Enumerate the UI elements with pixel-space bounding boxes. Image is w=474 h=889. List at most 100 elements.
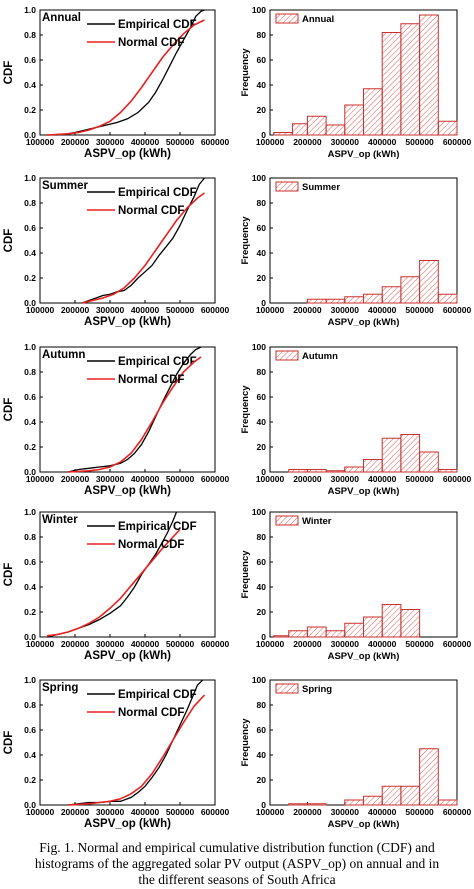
winter-hist-ytick-label: 20 — [257, 607, 267, 617]
annual-cdf-xlabel: ASPV_op (kWh) — [84, 148, 171, 160]
winter-hist-xtick-label: 600000 — [443, 639, 472, 649]
autumn-cdf-xtick-label: 300000 — [96, 474, 125, 484]
summer-cdf-ytick-label: 1.0 — [24, 173, 36, 183]
spring-hist-bar — [288, 803, 327, 806]
winter-hist-bar — [306, 626, 327, 638]
spring-hist-ytick-label: 40 — [257, 750, 267, 760]
winter-hist-xtick-label: 400000 — [368, 639, 397, 649]
autumn-cdf-ytick-label: 0.2 — [24, 442, 36, 452]
winter-cdf-title: Winter — [42, 514, 78, 526]
spring-cdf-xtick-label: 400000 — [131, 807, 160, 817]
summer-hist-bar — [344, 296, 364, 304]
winter-hist-bar — [381, 604, 402, 638]
autumn-normal-cdf-line — [67, 356, 202, 473]
spring-hist-ytick-label: 80 — [257, 700, 267, 710]
annual-hist-xtick-label: 600000 — [443, 137, 472, 147]
autumn-hist-bar — [288, 469, 308, 473]
annual-hist-bar — [273, 132, 293, 136]
autumn-cdf-ytick-label: 0.0 — [24, 467, 36, 477]
autumn-hist-legend-swatch — [275, 350, 299, 361]
autumn-hist-bar — [419, 451, 439, 473]
summer-hist-ylabel: Frequency — [240, 216, 251, 265]
annual-hist-bar — [291, 123, 308, 136]
spring-hist-bar — [437, 799, 458, 806]
summer-cdf-title: Summer — [42, 180, 89, 192]
winter-hist-bar — [400, 609, 421, 638]
winter-hist-ytick-label: 100 — [252, 507, 266, 517]
autumn-cdf-ylabel: CDF — [3, 398, 15, 422]
autumn-hist-xtick-label: 100000 — [256, 474, 285, 484]
summer-hist-ytick-label: 40 — [257, 248, 267, 258]
spring-cdf-ytick-label: 0.6 — [24, 725, 36, 735]
summer-hist-ytick-label: 0 — [261, 298, 266, 308]
summer-hist-bar — [400, 276, 421, 304]
autumn-cdf-xtick-label: 500000 — [166, 474, 195, 484]
summer-legend-label: Empirical CDF — [118, 187, 197, 199]
spring-hist-xtick-label: 100000 — [256, 807, 285, 817]
summer-empirical-cdf-line — [81, 177, 206, 304]
spring-hist-ylabel: Frequency — [240, 718, 251, 767]
winter-hist-ytick-label: 0 — [261, 632, 266, 642]
autumn-cdf-ytick-label: 0.6 — [24, 392, 36, 402]
winter-cdf-ytick-label: 0.8 — [24, 532, 36, 542]
annual-hist-bar — [325, 124, 346, 136]
winter-hist-bar — [288, 630, 308, 638]
winter-hist-legend-swatch — [275, 515, 299, 526]
spring-cdf-ytick-label: 0.2 — [24, 775, 36, 785]
summer-hist-xtick-label: 400000 — [368, 305, 397, 315]
autumn-hist-ytick-label: 0 — [261, 467, 266, 477]
summer-cdf-xtick-label: 500000 — [166, 305, 195, 315]
summer-hist-legend-swatch — [275, 181, 299, 192]
winter-hist-ytick-label: 40 — [257, 582, 267, 592]
winter-hist-bar — [325, 630, 346, 638]
annual-legend-label: Normal CDF — [118, 37, 184, 49]
winter-hist-bar — [363, 616, 383, 638]
summer-hist-ytick-label: 100 — [252, 173, 266, 183]
summer-cdf-xlabel: ASPV_op (kWh) — [84, 316, 171, 328]
spring-cdf-ytick-label: 0.0 — [24, 800, 36, 810]
annual-hist-ytick-label: 60 — [257, 55, 267, 65]
spring-cdf-xtick-label: 300000 — [96, 807, 125, 817]
summer-hist-ytick-label: 80 — [257, 198, 267, 208]
autumn-cdf-ytick-label: 0.4 — [24, 417, 36, 427]
autumn-hist-axes: 0 20 40 60 80 100 100000 200000 300000 400000 5000… — [240, 342, 471, 497]
spring-hist-xtick-label: 600000 — [443, 807, 472, 817]
autumn-hist-bar — [400, 434, 421, 473]
annual-hist-xtick-label: 300000 — [331, 137, 360, 147]
spring-hist-xlabel: ASPV_op (kWh) — [328, 819, 400, 830]
spring-hist-ytick-label: 20 — [257, 775, 267, 785]
winter-hist-xtick-label: 100000 — [256, 639, 285, 649]
autumn-cdf-frame — [39, 346, 216, 473]
autumn-hist-ytick-label: 40 — [257, 417, 267, 427]
spring-hist-ytick-label: 100 — [252, 675, 266, 685]
summer-cdf-ytick-label: 0.4 — [24, 248, 36, 258]
annual-cdf-xtick-label: 100000 — [26, 137, 55, 147]
summer-hist-bar — [325, 298, 346, 304]
spring-hist-bar — [419, 748, 439, 806]
winter-legend-label: Empirical CDF — [118, 521, 197, 533]
autumn-hist-ytick-label: 80 — [257, 367, 267, 377]
annual-normal-cdf-line — [46, 19, 205, 136]
autumn-hist-ylabel: Frequency — [240, 385, 251, 434]
spring-hist-bar — [400, 785, 421, 806]
spring-hist-xtick-label: 400000 — [368, 807, 397, 817]
annual-hist-xlabel: ASPV_op (kWh) — [328, 149, 400, 160]
autumn-hist-xtick-label: 300000 — [331, 474, 360, 484]
autumn-hist-bar — [306, 469, 327, 473]
spring-cdf-ytick-label: 0.8 — [24, 700, 36, 710]
summer-cdf-xtick-label: 300000 — [96, 305, 125, 315]
annual-cdf-xtick-label: 300000 — [96, 137, 125, 147]
spring-hist-axes: 0 20 40 60 80 100 100000 200000 300000 400000 5000… — [240, 675, 471, 830]
summer-hist-xtick-label: 300000 — [331, 305, 360, 315]
summer-normal-cdf-line — [81, 192, 205, 304]
annual-hist-bar — [344, 104, 364, 136]
winter-cdf-xtick-label: 200000 — [61, 639, 90, 649]
annual-cdf-ytick-label: 0.8 — [24, 30, 36, 40]
summer-hist-legend-label: Summer — [302, 182, 340, 193]
summer-hist-bar — [306, 298, 327, 304]
winter-hist-axes: 0 20 40 60 80 100 100000 200000 300000 400000 5000… — [240, 507, 471, 662]
summer-hist-xtick-label: 500000 — [405, 305, 434, 315]
annual-hist-ytick-label: 80 — [257, 30, 267, 40]
spring-cdf-ylabel: CDF — [3, 731, 15, 755]
autumn-cdf-xtick-label: 100000 — [26, 474, 55, 484]
